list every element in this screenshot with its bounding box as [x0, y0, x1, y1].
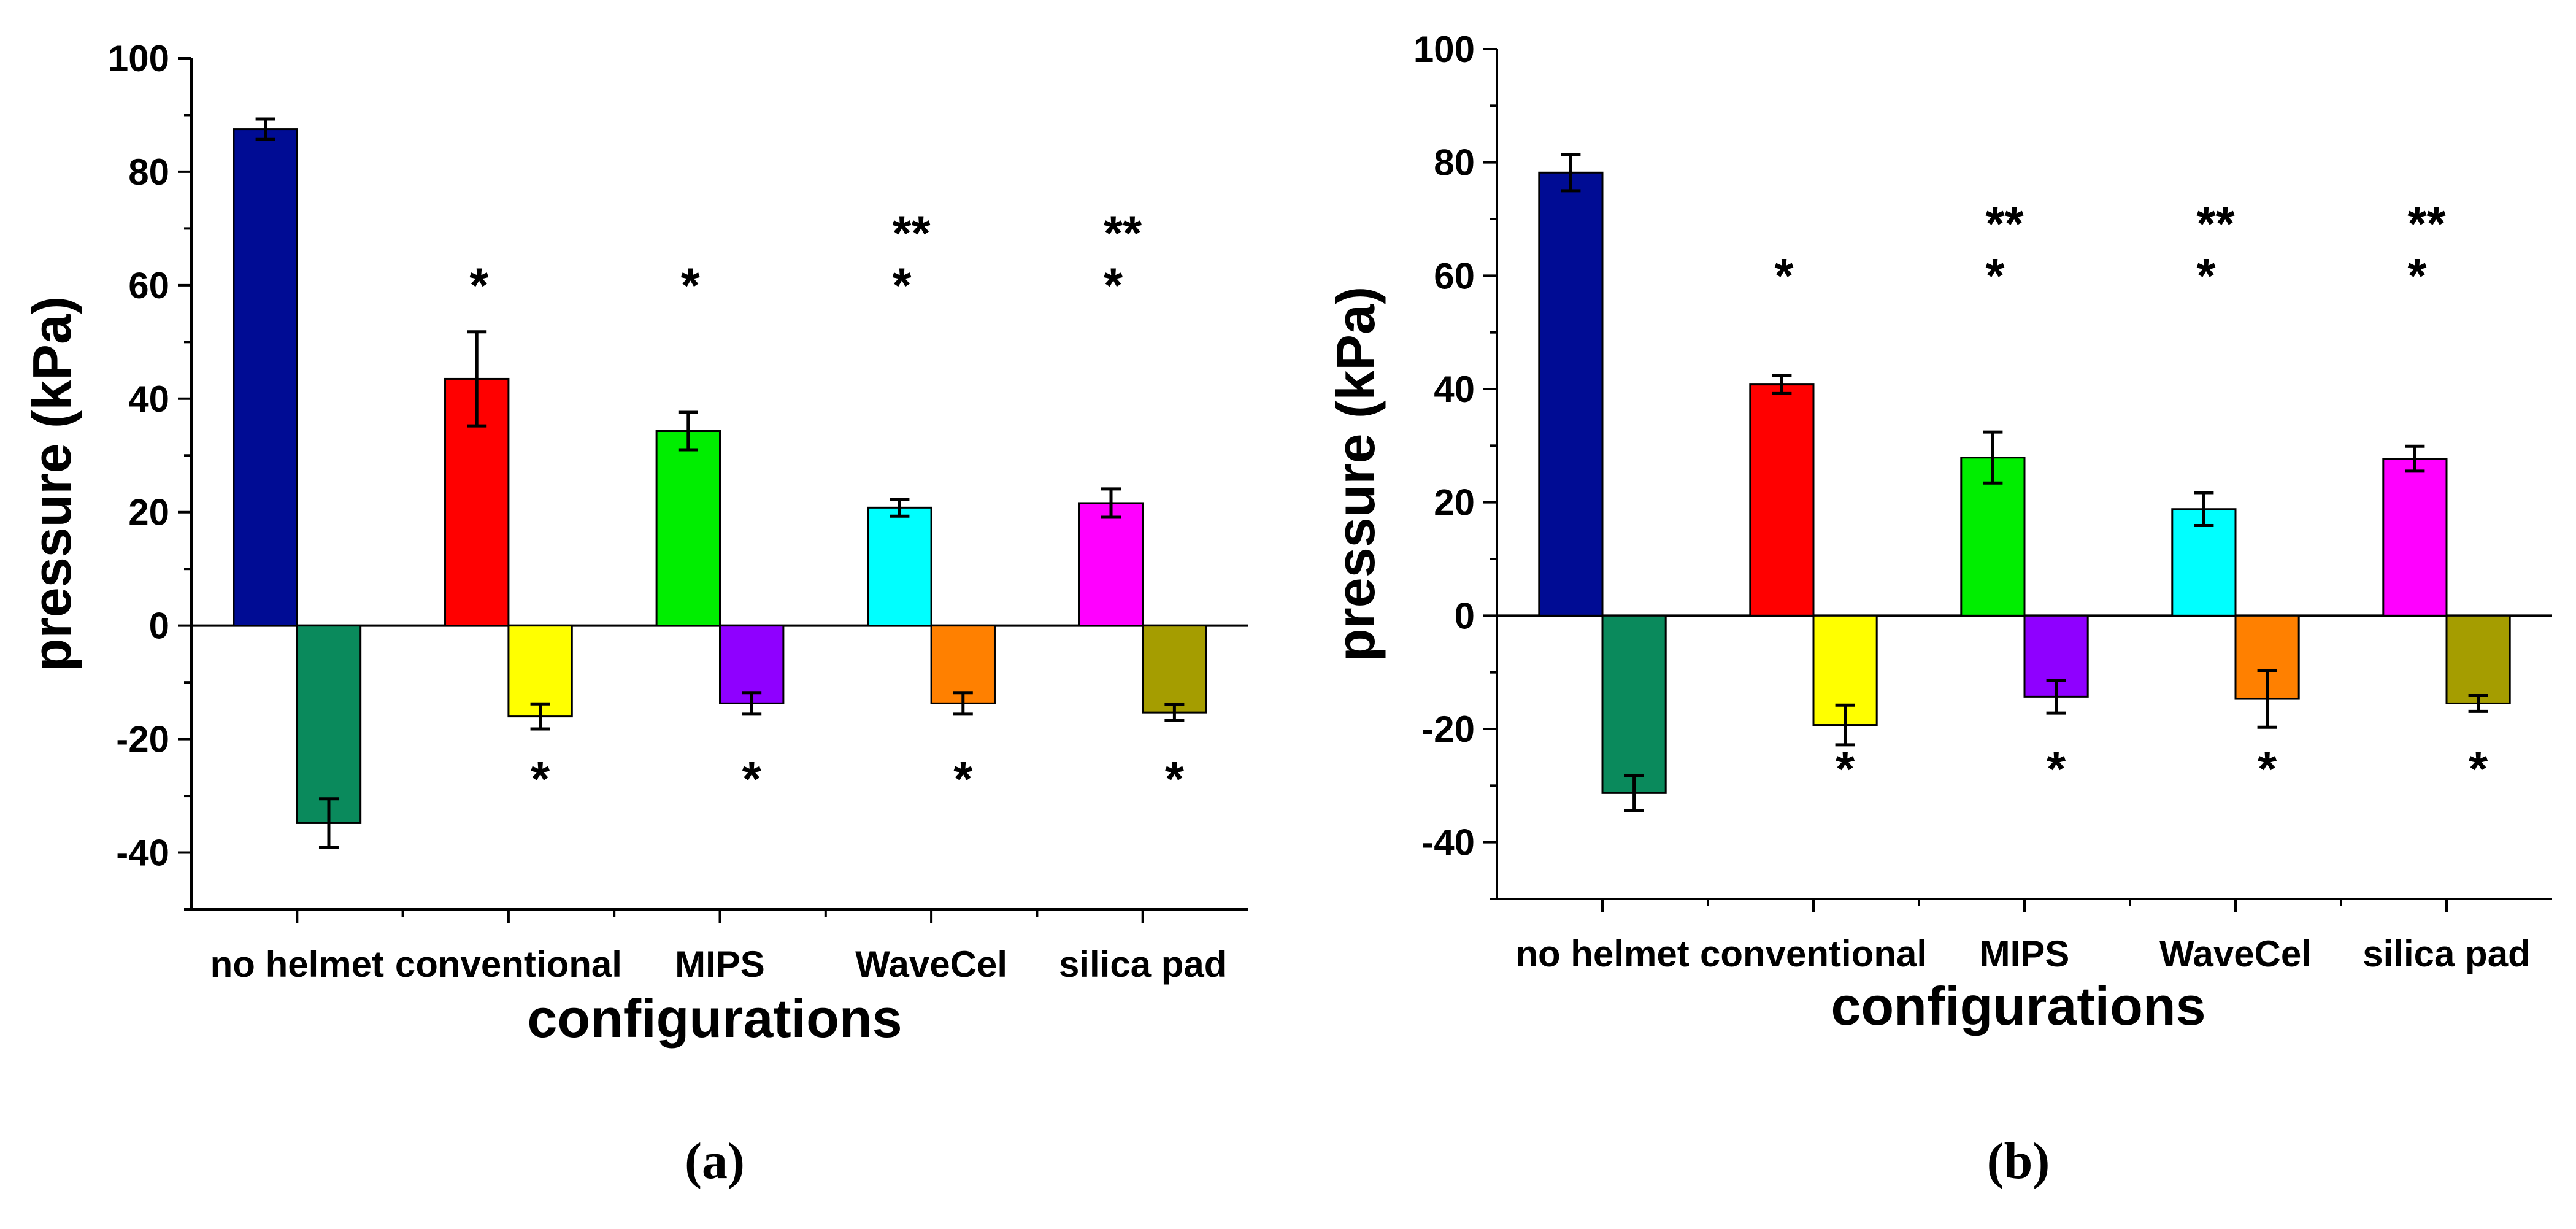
y-tick-label: 40 — [128, 379, 169, 420]
error-bar — [2046, 679, 2066, 715]
x-tick-label: MIPS — [675, 944, 765, 985]
significance-marker: ** — [1104, 206, 1142, 261]
y-tick-label: -20 — [116, 719, 169, 760]
error-bar — [1772, 374, 1792, 395]
significance-marker: * — [2258, 741, 2277, 796]
bar-negative-4[interactable] — [2445, 614, 2511, 704]
bar-positive-1[interactable] — [1749, 383, 1815, 617]
y-tick-label: 20 — [1434, 482, 1475, 523]
error-bar — [678, 410, 698, 452]
y-tick-label: 100 — [1413, 29, 1475, 70]
y-tick-label: 80 — [128, 152, 169, 193]
y-tick-label: 60 — [128, 265, 169, 306]
error-bar — [953, 691, 973, 716]
bar-positive-3[interactable] — [867, 506, 932, 627]
bar-positive-0[interactable] — [233, 128, 298, 627]
significance-marker: * — [531, 752, 550, 806]
error-bar — [1624, 774, 1644, 812]
x-axis-title: configurations — [1831, 976, 2205, 1036]
y-tick-label: 40 — [1434, 369, 1475, 410]
x-axis-title: configurations — [527, 988, 902, 1049]
bar-positive-0[interactable] — [1538, 171, 1604, 617]
x-tick-label: silica pad — [1059, 944, 1226, 985]
x-tick-label: conventional — [1700, 933, 1927, 974]
error-bar — [467, 330, 487, 428]
significance-marker: * — [953, 752, 973, 806]
y-tick-label: 0 — [1455, 595, 1475, 636]
y-tick-label: -20 — [1421, 709, 1475, 750]
error-bar — [2194, 491, 2214, 528]
chart-panel-a: -40 -20 0 20 40 60 80 100 no helmet conventional M… — [21, 38, 1248, 1190]
error-bar — [1561, 153, 1581, 193]
panel-label: (b) — [1987, 1133, 2050, 1190]
bar-positive-4[interactable] — [2382, 458, 2448, 617]
y-tick-label: -40 — [1421, 822, 1475, 863]
y-tick-label: 20 — [128, 492, 169, 533]
x-tick-label: no helmet — [210, 944, 384, 985]
y-axis-title: pressure (kPa) — [1325, 287, 1386, 661]
significance-marker: * — [1985, 248, 2005, 303]
error-bar — [255, 117, 275, 141]
bar-negative-4[interactable] — [1142, 625, 1207, 714]
error-bar — [530, 702, 550, 731]
x-tick-label: WaveCel — [2159, 933, 2312, 974]
error-bar — [1164, 703, 1185, 722]
bar-negative-0[interactable] — [1601, 614, 1667, 794]
significance-marker: * — [2469, 741, 2488, 796]
panel-label: (a) — [685, 1133, 745, 1190]
x-tick-label: conventional — [395, 944, 622, 985]
bar-positive-2[interactable] — [655, 430, 721, 627]
error-bar — [2405, 444, 2425, 473]
significance-marker: * — [469, 258, 489, 313]
bar-negative-0[interactable] — [296, 625, 362, 824]
error-bar — [2257, 669, 2277, 729]
significance-marker: ** — [892, 206, 931, 261]
error-bar — [1983, 430, 2003, 485]
significance-marker: * — [1774, 248, 1794, 303]
significance-marker: * — [1836, 741, 1855, 796]
error-bar — [742, 691, 762, 716]
error-bar — [1835, 703, 1855, 747]
bar-negative-3[interactable] — [2234, 614, 2300, 700]
significance-marker: * — [2196, 248, 2216, 303]
error-bar — [2468, 694, 2488, 713]
y-tick-label: -40 — [116, 833, 169, 874]
significance-marker: * — [681, 258, 701, 313]
y-axis-title: pressure (kPa) — [21, 296, 82, 671]
bar-positive-4[interactable] — [1078, 502, 1144, 627]
significance-marker: * — [2407, 248, 2427, 303]
y-tick-label: 0 — [149, 606, 169, 647]
error-bar — [1101, 487, 1121, 519]
y-tick-label: 100 — [108, 38, 169, 79]
x-tick-label: no helmet — [1515, 933, 1689, 974]
y-tick-label: 80 — [1434, 142, 1475, 183]
significance-marker: * — [742, 752, 762, 806]
significance-marker: * — [1104, 258, 1123, 313]
significance-marker: ** — [1985, 196, 2024, 251]
y-tick-label: 60 — [1434, 255, 1475, 296]
chart-panel-b: -40 -20 0 20 40 60 80 100 no helmet conventional M… — [1325, 29, 2552, 1190]
significance-marker: * — [892, 258, 912, 313]
x-tick-label: silica pad — [2363, 933, 2530, 974]
error-bar — [318, 797, 339, 849]
bar-negative-3[interactable] — [930, 625, 996, 704]
x-tick-label: MIPS — [1980, 933, 2070, 974]
significance-marker: * — [1165, 752, 1185, 806]
bar-negative-2[interactable] — [719, 625, 785, 704]
error-bar — [890, 497, 910, 518]
bar-negative-1[interactable] — [507, 625, 573, 718]
x-tick-label: WaveCel — [855, 944, 1007, 985]
significance-marker: ** — [2407, 196, 2446, 251]
significance-marker: * — [2047, 741, 2066, 796]
significance-marker: ** — [2196, 196, 2235, 251]
